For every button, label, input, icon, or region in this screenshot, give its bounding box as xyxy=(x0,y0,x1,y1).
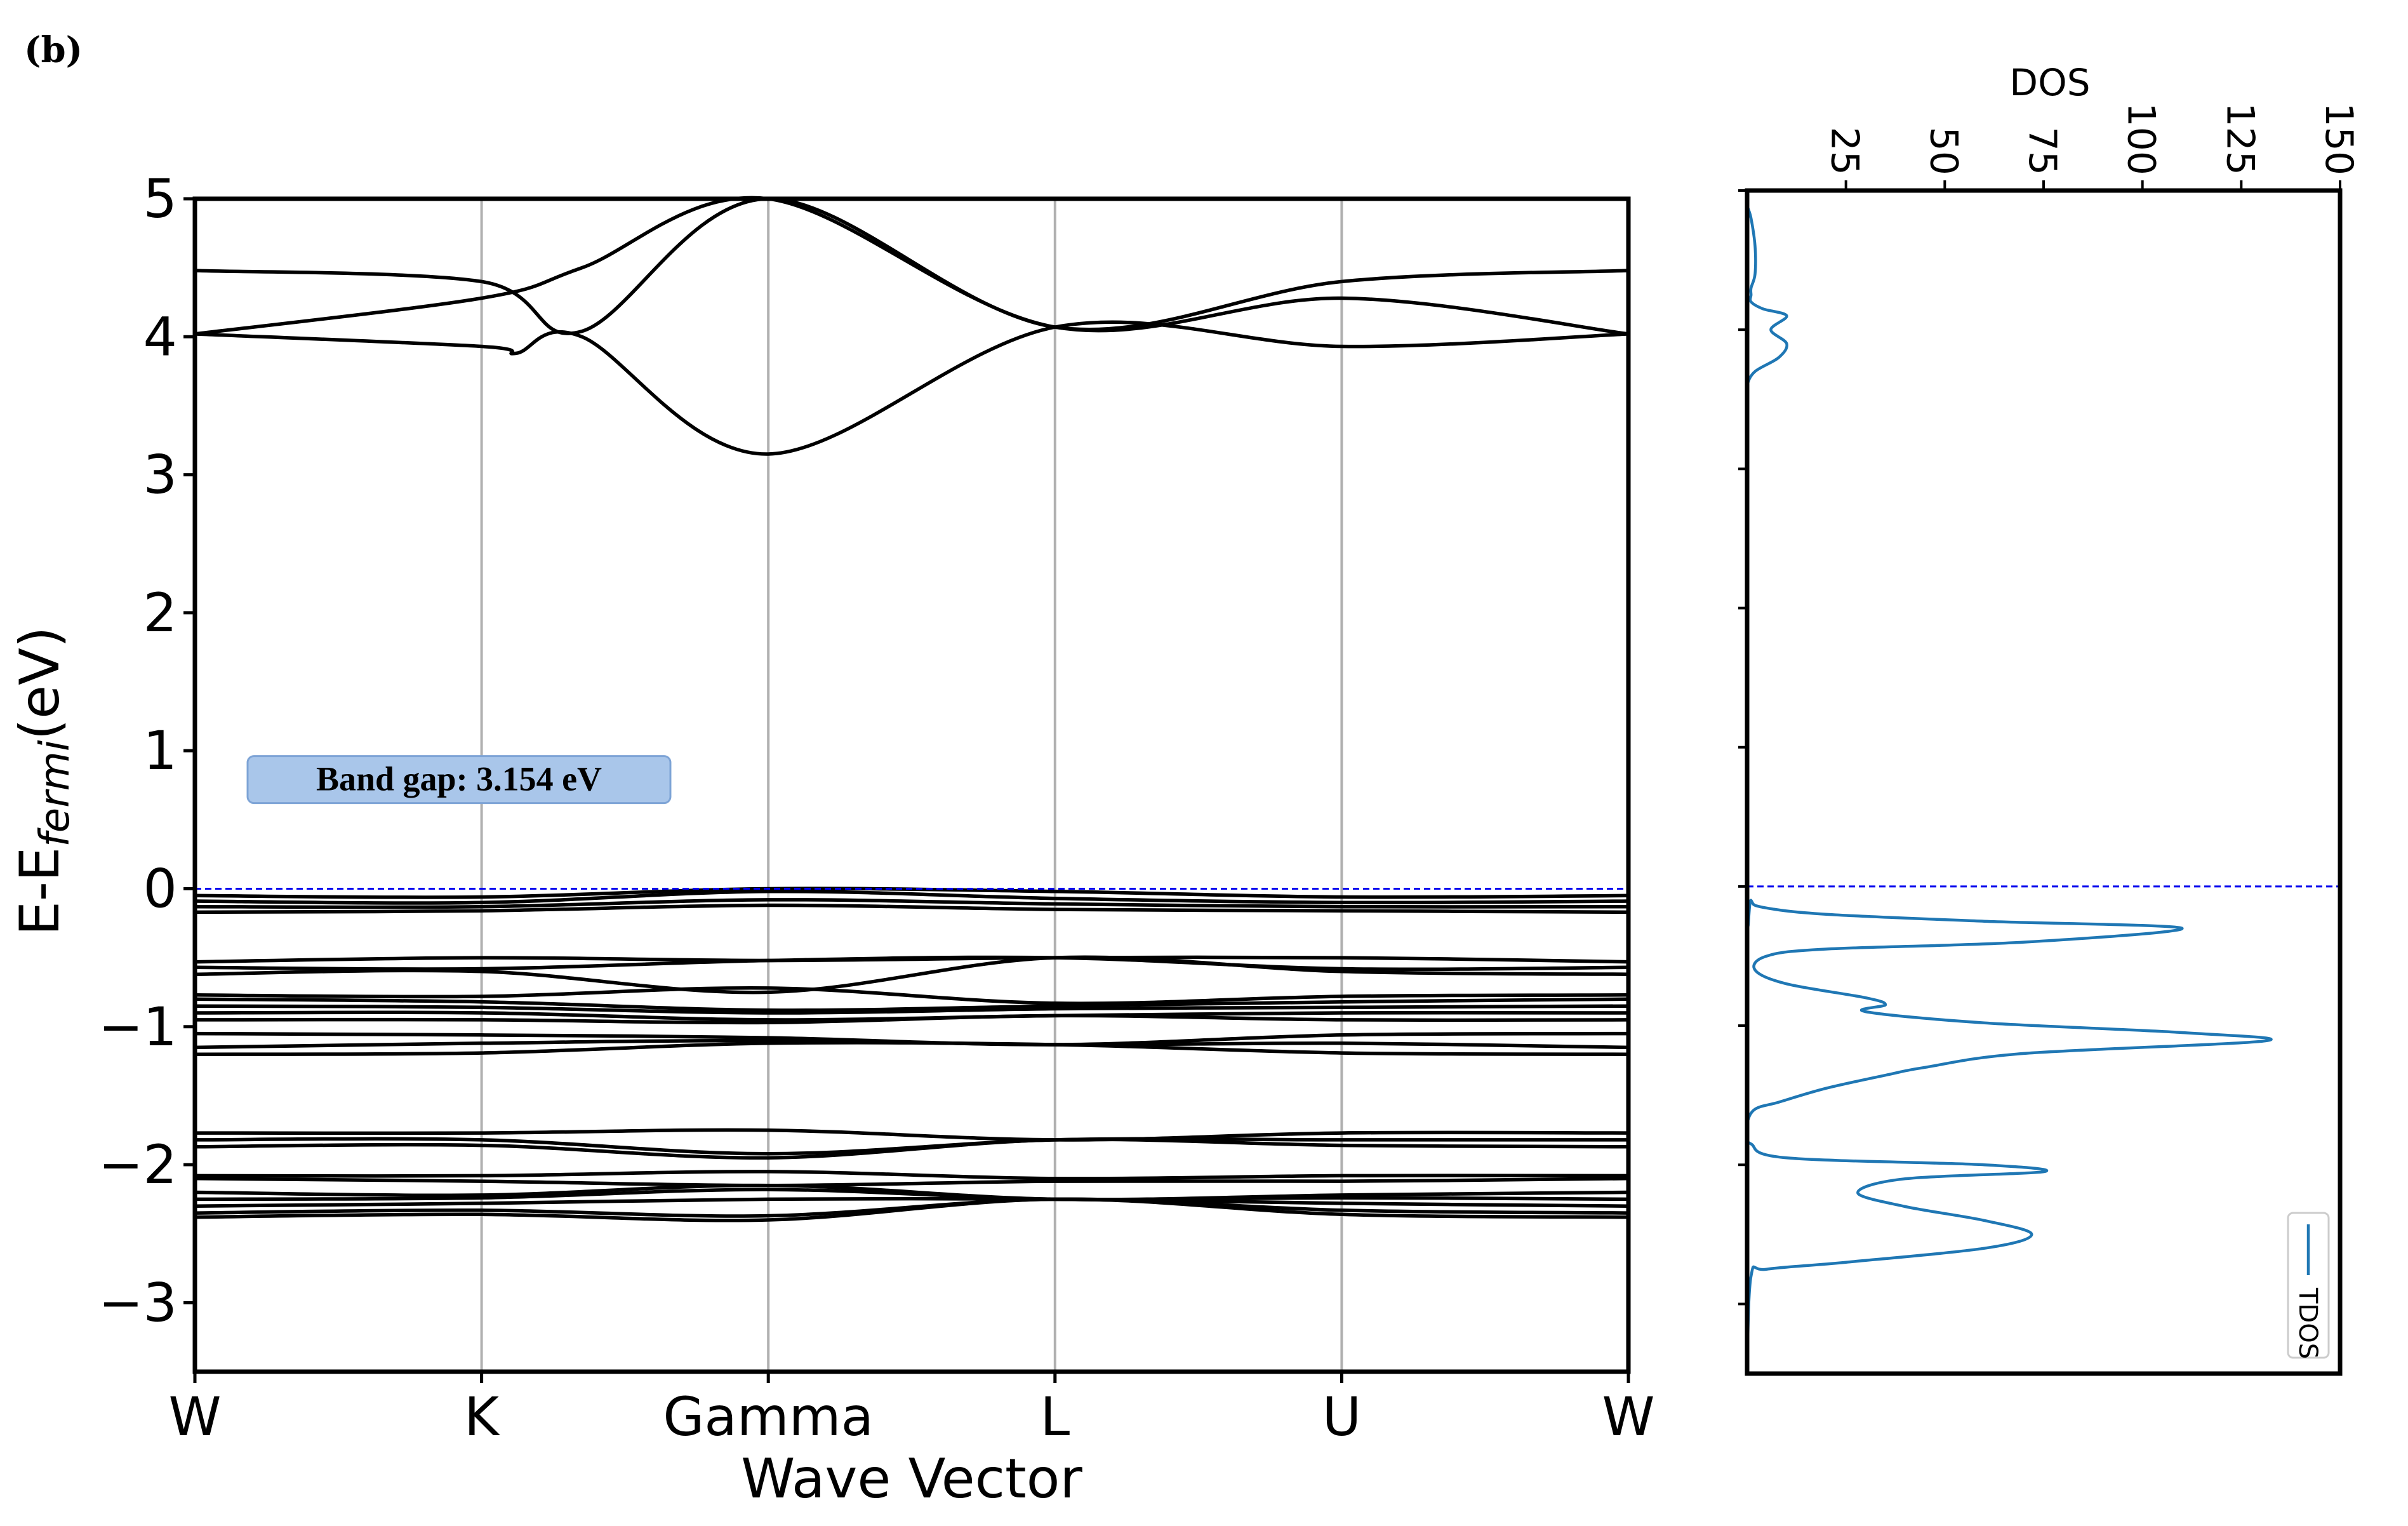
band-line xyxy=(194,196,1629,336)
band-line xyxy=(194,1177,1629,1188)
y-axis-label-main: E-E xyxy=(8,847,72,936)
y-axis-label-subscript: fermi xyxy=(32,740,79,847)
band-line xyxy=(194,1128,1629,1142)
dos-x-tick-label: 50 xyxy=(1921,127,1966,175)
y-axis-label-unit: (eV) xyxy=(8,627,72,740)
x-tick-label: L xyxy=(1040,1386,1070,1448)
dos-x-tick-label: 75 xyxy=(2020,127,2065,175)
band-line xyxy=(194,1196,1629,1208)
y-tick-label: 2 xyxy=(143,582,177,644)
band-line xyxy=(194,903,1629,914)
band-x-axis: W K Gamma L U W xyxy=(168,1372,1655,1448)
band-line xyxy=(194,320,1629,456)
band-line xyxy=(194,955,1629,994)
dos-x-tick-label: 25 xyxy=(1823,127,1867,175)
band-gap-box xyxy=(246,755,672,805)
y-axis-label: E-Efermi(eV) xyxy=(8,627,79,936)
x-tick-label: Gamma xyxy=(663,1386,874,1448)
x-tick-label: W xyxy=(168,1386,221,1448)
band-line xyxy=(194,889,1629,905)
dos-legend: TDOS xyxy=(2287,1212,2330,1359)
band-plot-frame xyxy=(192,196,1631,1374)
y-tick-label: −1 xyxy=(98,996,177,1058)
x-tick-label: U xyxy=(1322,1386,1361,1448)
band-line xyxy=(194,986,1629,1005)
y-tick-label: 5 xyxy=(143,168,177,230)
panel-label: (b) xyxy=(24,29,83,71)
band-line xyxy=(194,1014,1629,1025)
legend-label: TDOS xyxy=(2293,1287,2322,1359)
x-tick-label: K xyxy=(464,1386,500,1448)
dos-curve-group xyxy=(1745,190,2273,1374)
dos-x-tick-label: 150 xyxy=(2317,102,2361,175)
dos-curve xyxy=(1745,190,2273,1374)
dos-axis-label: DOS xyxy=(2009,61,2090,104)
band-structure-plot: Band gap: 3.154 eV 5 4 3 2 1 0 −1 −2 −3 W K Gamma L… xyxy=(8,168,1655,1511)
legend-box xyxy=(2287,1212,2330,1359)
band-line xyxy=(194,1041,1629,1056)
band-line xyxy=(194,1137,1629,1160)
band-line xyxy=(194,1197,1629,1218)
dos-x-axis: 25 50 75 100 125 150 xyxy=(1823,102,2361,191)
y-tick-label: 3 xyxy=(143,444,177,506)
dos-x-tick-label: 125 xyxy=(2218,102,2262,175)
y-tick-label: −2 xyxy=(98,1134,177,1196)
y-tick-label: −3 xyxy=(98,1271,177,1334)
y-tick-label: 1 xyxy=(143,719,177,782)
band-line xyxy=(194,1004,1629,1015)
band-gap-annotation: Band gap: 3.154 eV xyxy=(246,755,672,805)
band-line xyxy=(194,997,1629,1012)
band-line xyxy=(194,1188,1629,1201)
band-y-axis: 5 4 3 2 1 0 −1 −2 −3 xyxy=(98,168,195,1334)
x-tick-label: W xyxy=(1602,1386,1654,1448)
y-tick-label: 0 xyxy=(143,857,177,920)
band-line xyxy=(194,1183,1629,1201)
band-line xyxy=(194,898,1629,909)
band-line xyxy=(194,1197,1629,1222)
dos-x-tick-label: 100 xyxy=(2119,102,2164,175)
dos-plot-frame xyxy=(1745,188,2343,1376)
band-line xyxy=(194,1170,1629,1181)
band-gap-text: Band gap: 3.154 eV xyxy=(316,760,602,798)
y-tick-label: 4 xyxy=(143,305,177,368)
dos-y-ticks xyxy=(1738,189,1747,1306)
band-lines xyxy=(194,196,1629,1222)
band-line xyxy=(194,197,1629,335)
x-axis-label: Wave Vector xyxy=(741,1447,1082,1511)
dos-plot: TDOS 25 50 75 100 125 150 DOS xyxy=(1738,61,2361,1376)
